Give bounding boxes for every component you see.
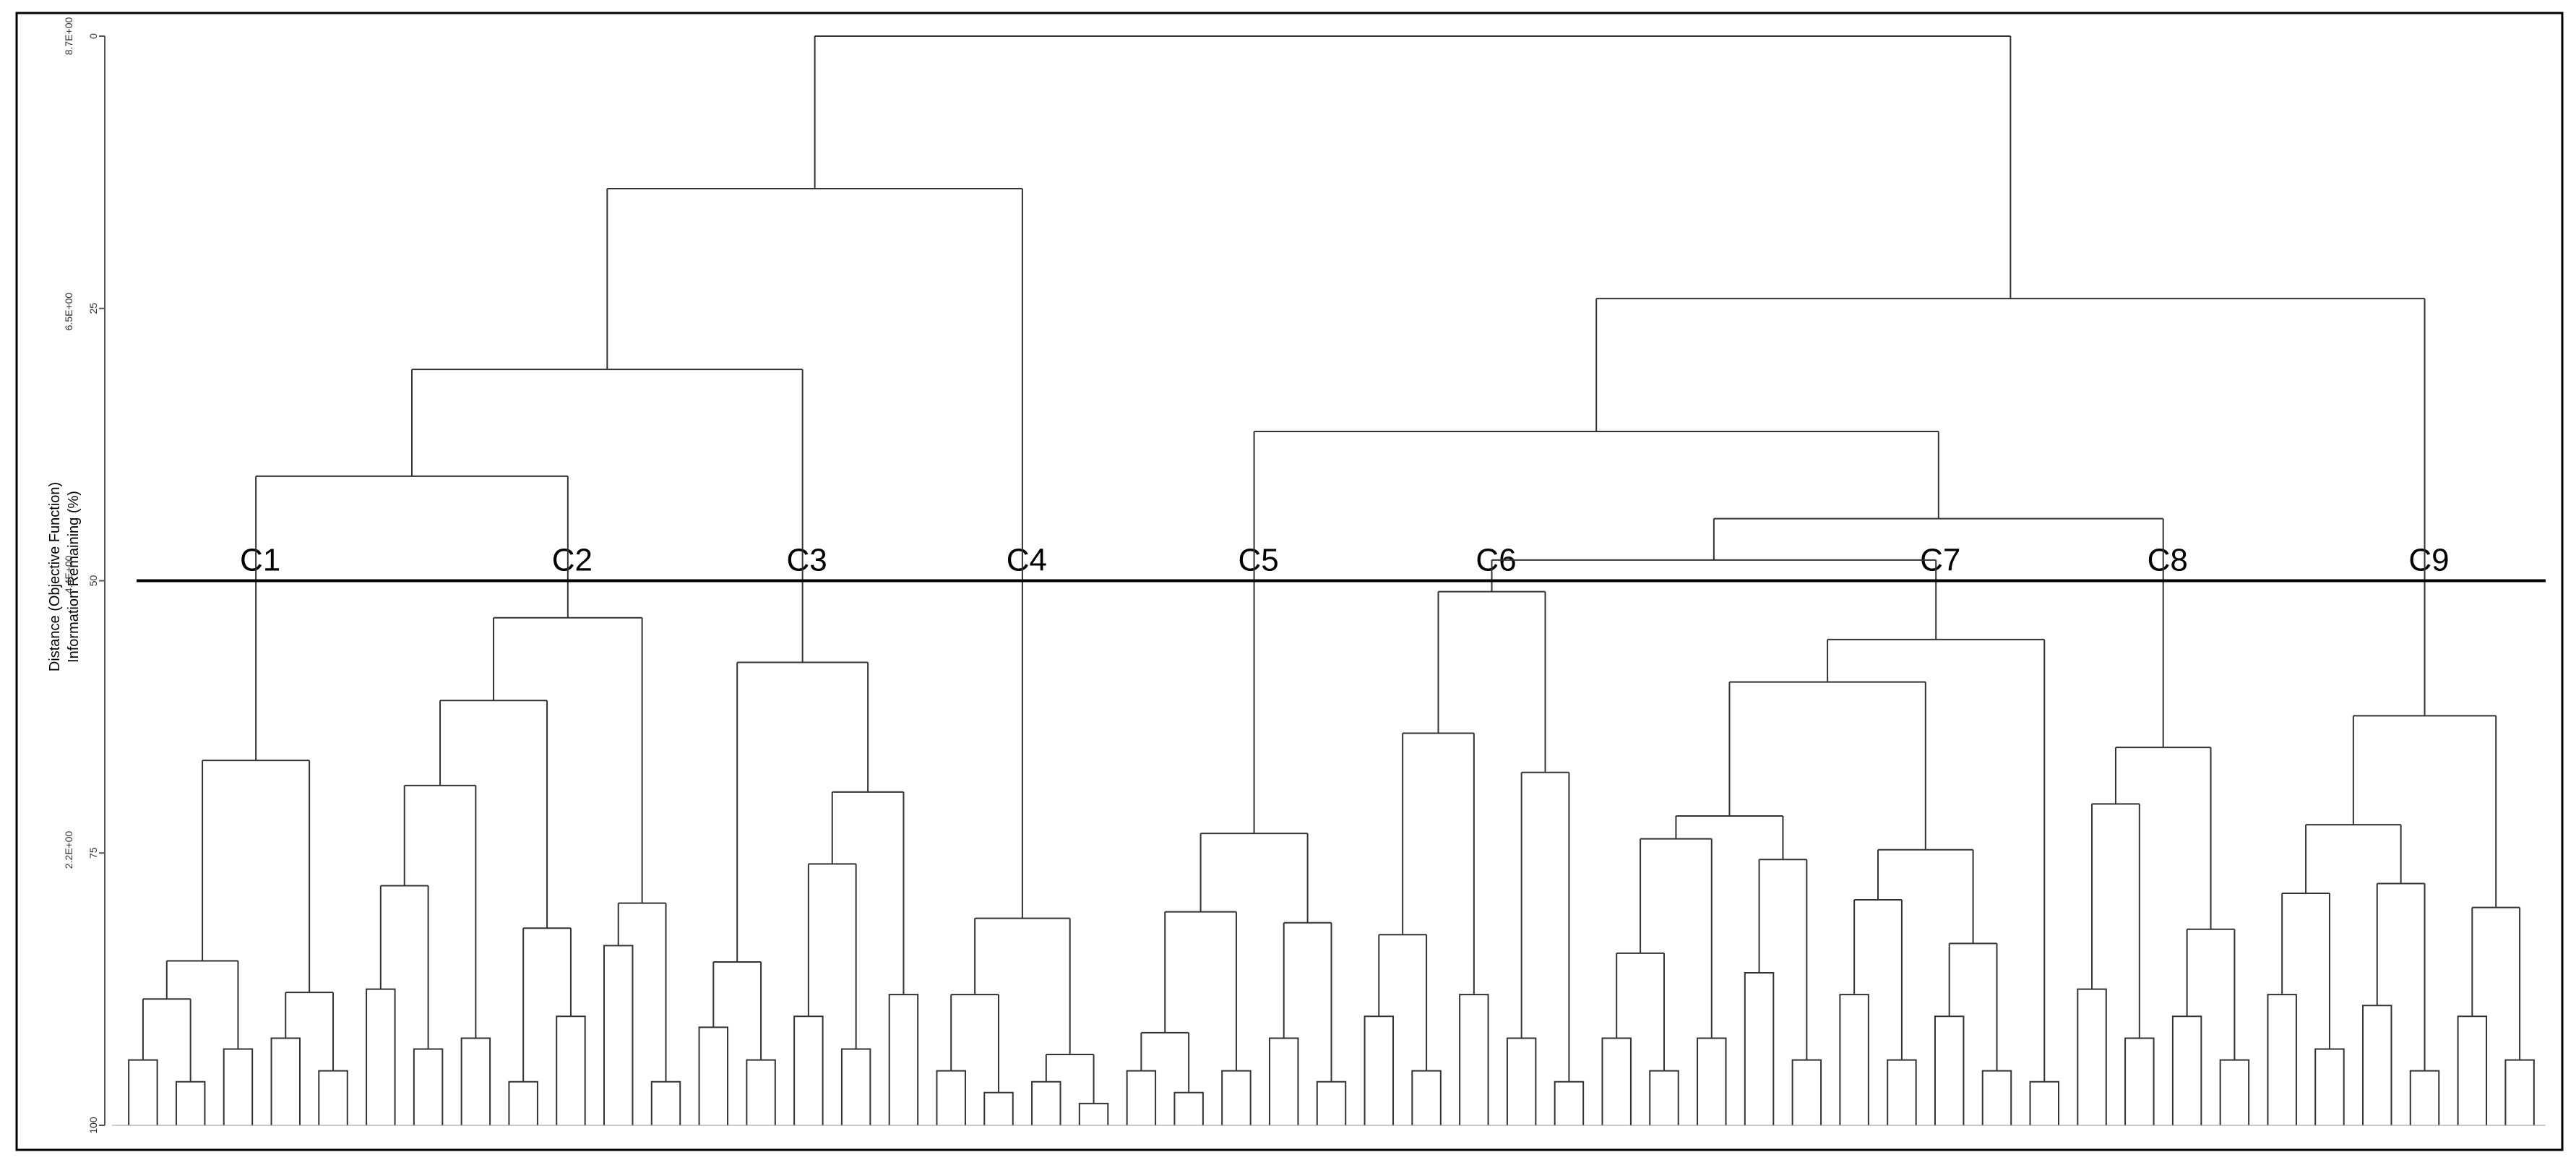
leaf-bracket bbox=[1934, 1015, 1965, 1125]
leaf-bracket bbox=[1981, 1070, 2012, 1125]
leaf-bracket bbox=[983, 1091, 1014, 1125]
leaf-bracket bbox=[508, 1080, 538, 1125]
leaf-bracket bbox=[840, 1048, 871, 1125]
cluster-label: C5 bbox=[1238, 543, 1278, 578]
cluster-label: C9 bbox=[2408, 543, 2449, 578]
leaf-bracket bbox=[698, 1026, 729, 1125]
leaf-bracket bbox=[413, 1048, 444, 1125]
leaf-bracket bbox=[2124, 1037, 2155, 1125]
leaf-bracket bbox=[1839, 994, 1869, 1125]
leaf-bracket bbox=[460, 1037, 491, 1125]
leaf-bracket bbox=[1459, 994, 1489, 1125]
leaf-bracket bbox=[2029, 1080, 2059, 1125]
leaf-bracket bbox=[1649, 1070, 1679, 1125]
leaf-bracket bbox=[2267, 994, 2297, 1125]
leaf-bracket bbox=[128, 1059, 158, 1125]
y2-tick-label: 0 bbox=[87, 1122, 99, 1128]
y2-tick-label: 4.4E+00 bbox=[63, 555, 74, 593]
leaf-bracket bbox=[1697, 1037, 1727, 1125]
y-tick-label: 100 bbox=[87, 1117, 99, 1134]
leaf-bracket bbox=[1268, 1037, 1299, 1125]
cluster-label: C8 bbox=[2148, 543, 2188, 578]
leaf-bracket bbox=[2504, 1059, 2535, 1125]
leaf-bracket bbox=[1316, 1080, 1347, 1125]
leaf-bracket bbox=[1126, 1070, 1157, 1125]
leaf-bracket bbox=[746, 1059, 776, 1125]
leaf-bracket bbox=[1173, 1091, 1204, 1125]
y-tick-label: 0 bbox=[87, 33, 99, 39]
leaf-bracket bbox=[2362, 1005, 2392, 1125]
y-tick-label: 50 bbox=[87, 575, 99, 587]
leaf-bracket bbox=[1221, 1070, 1252, 1125]
leaf-bracket bbox=[1791, 1059, 1822, 1125]
y2-tick-label: 8.7E+00 bbox=[63, 17, 74, 56]
leaf-bracket bbox=[366, 988, 396, 1125]
leaf-bracket bbox=[1411, 1070, 1442, 1125]
leaf-bracket bbox=[650, 1080, 681, 1125]
y-tick-label: 75 bbox=[87, 847, 99, 859]
leaf-bracket bbox=[556, 1015, 586, 1125]
y2-tick-label: 6.5E+00 bbox=[63, 293, 74, 331]
leaf-bracket bbox=[318, 1070, 348, 1125]
leaf-bracket bbox=[1554, 1080, 1585, 1125]
axis-title: Information Remaining (%) bbox=[66, 491, 82, 663]
leaf-bracket bbox=[1078, 1102, 1109, 1125]
leaf-bracket bbox=[2219, 1059, 2250, 1125]
leaf-bracket bbox=[1744, 972, 1775, 1125]
leaf-bracket bbox=[793, 1015, 824, 1125]
cluster-label: C2 bbox=[552, 543, 593, 578]
leaf-bracket bbox=[1364, 1015, 1395, 1125]
leaf-bracket bbox=[2314, 1048, 2345, 1125]
frame bbox=[15, 12, 2564, 1151]
y2-tick-label: 2.2E+00 bbox=[63, 830, 74, 869]
leaf-bracket bbox=[1031, 1080, 1061, 1125]
leaf-bracket bbox=[223, 1048, 254, 1125]
cluster-label: C4 bbox=[1007, 543, 1047, 578]
leaf-bracket bbox=[603, 945, 634, 1125]
leaf-bracket bbox=[2409, 1070, 2440, 1125]
leaf-bracket bbox=[1601, 1037, 1632, 1125]
leaf-bracket bbox=[2077, 988, 2107, 1125]
cluster-label: C3 bbox=[787, 543, 827, 578]
leaf-bracket bbox=[1887, 1059, 1917, 1125]
leaf-bracket bbox=[2171, 1015, 2202, 1125]
leaf-bracket bbox=[175, 1080, 206, 1125]
y-tick-label: 25 bbox=[87, 303, 99, 314]
cluster-label: C1 bbox=[240, 543, 280, 578]
leaf-bracket bbox=[270, 1037, 301, 1125]
axis-title: Distance (Objective Function) bbox=[47, 482, 63, 671]
leaf-bracket bbox=[2457, 1015, 2488, 1125]
leaf-bracket bbox=[1506, 1037, 1537, 1125]
leaf-bracket bbox=[936, 1070, 966, 1125]
leaf-bracket bbox=[888, 994, 919, 1125]
